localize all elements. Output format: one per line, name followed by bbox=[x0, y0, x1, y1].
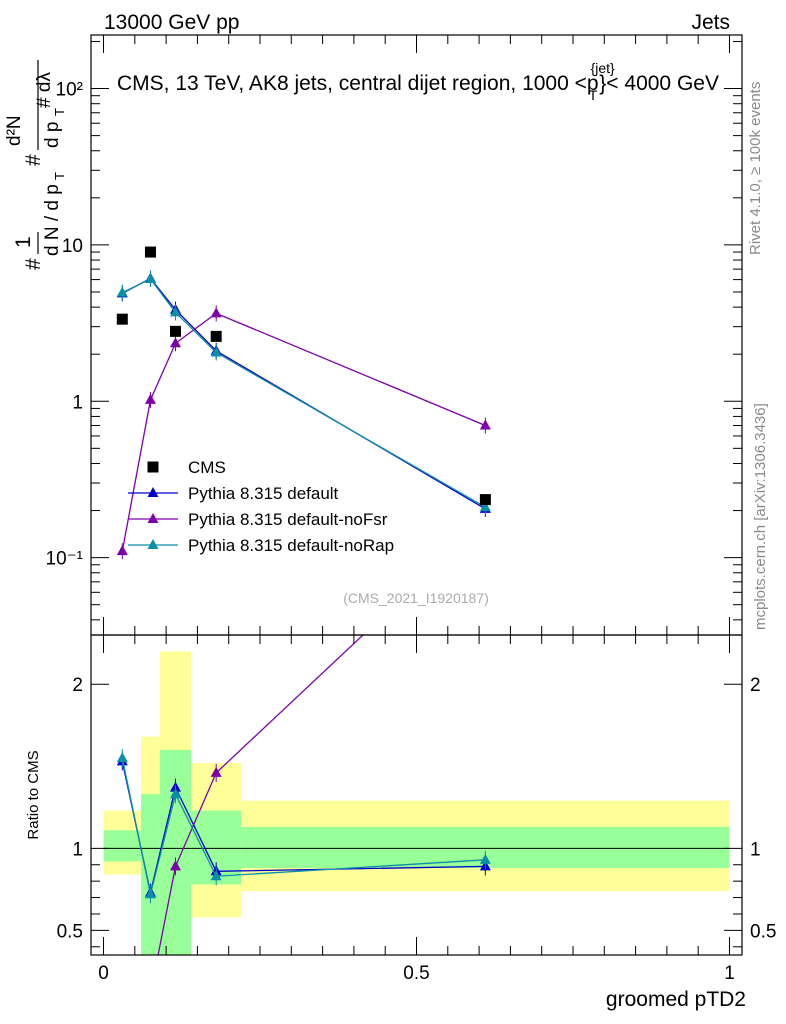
svg-text:d N / d p: d N / d p bbox=[42, 184, 63, 256]
ratio-y-tick-label-left: 1 bbox=[72, 839, 83, 860]
legend-label-norap: Pythia 8.315 default-noRap bbox=[188, 536, 394, 555]
marker-nofsr bbox=[144, 393, 156, 404]
marker-nofsr bbox=[210, 307, 222, 318]
x-tick-label: 0.5 bbox=[403, 963, 429, 984]
ratio-y-tick-label-right: 0.5 bbox=[750, 921, 776, 942]
svg-text:#: # bbox=[22, 154, 45, 166]
ratio-band-inner bbox=[103, 830, 142, 862]
marker-norap bbox=[116, 286, 128, 297]
ratio-marker-nofsr bbox=[117, 1001, 128, 1011]
ratio-marker-norap bbox=[479, 853, 491, 864]
svg-text:T: T bbox=[52, 172, 67, 180]
legend-marker-default bbox=[147, 487, 159, 497]
cms-data-point bbox=[479, 494, 491, 506]
marker-nofsr bbox=[170, 337, 182, 348]
legend-label-nofsr: Pythia 8.315 default-noFsr bbox=[188, 510, 388, 529]
ratio-ticks: 0.5 0.5 1 1 2 2 0 0.5 1 bbox=[57, 635, 776, 984]
svg-text:d²N: d²N bbox=[4, 115, 25, 146]
main-y-tick-label: 10² bbox=[56, 80, 83, 101]
header-right: Jets bbox=[691, 11, 730, 34]
main-ticks: 10⁻¹ 1 10 10² bbox=[46, 35, 742, 635]
ratio-marker-nofsr bbox=[170, 860, 182, 871]
ratio-band-inner bbox=[141, 794, 160, 955]
rivet-label: Rivet 4.1.0, ≥ 100k events bbox=[747, 82, 764, 255]
ratio-y-tick-label-left: 2 bbox=[72, 675, 83, 696]
x-tick-label: 1 bbox=[724, 963, 735, 984]
svg-text:# dλ: # dλ bbox=[34, 72, 55, 108]
ratio-y-axis-label: Ratio to CMS bbox=[25, 750, 42, 839]
cms-data-point bbox=[116, 313, 128, 325]
main-y-tick-label: 10⁻¹ bbox=[46, 549, 84, 570]
main-y-axis-label: # 1 d N / d p T # d²N d p T # dλ bbox=[4, 60, 67, 270]
ratio-marker-norap bbox=[116, 752, 128, 763]
mcplots-label: mcplots.cern.ch [arXiv:1306.3436] bbox=[752, 403, 769, 630]
marker-nofsr bbox=[479, 419, 491, 430]
ratio-y-tick-label-right: 1 bbox=[750, 839, 761, 860]
marker-norap bbox=[210, 346, 222, 357]
ratio-panel: 0.5 0.5 1 1 2 2 0 0.5 1 Ratio to CMS bbox=[25, 634, 776, 1011]
legend-label-default: Pythia 8.315 default bbox=[188, 484, 339, 503]
x-tick-label: 0 bbox=[98, 963, 109, 984]
svg-text:d p: d p bbox=[42, 122, 63, 148]
main-y-tick-label: 1 bbox=[72, 392, 83, 413]
marker-nofsr bbox=[116, 545, 128, 556]
cms-data-point bbox=[170, 325, 182, 337]
ratio-marker-norap bbox=[144, 888, 156, 899]
main-y-tick-label: 10 bbox=[62, 236, 83, 257]
svg-text:1: 1 bbox=[12, 236, 35, 248]
cms-data-point bbox=[210, 330, 222, 342]
legend: CMS Pythia 8.315 default Pythia 8.315 defa… bbox=[128, 458, 394, 555]
ratio-bands bbox=[103, 651, 730, 955]
cms-data-point bbox=[144, 246, 156, 258]
marker-norap bbox=[479, 501, 491, 512]
header-left: 13000 GeV pp bbox=[104, 11, 239, 34]
legend-marker-norap bbox=[147, 539, 159, 549]
ratio-marker-nofsr bbox=[210, 766, 222, 777]
x-axis-label: groomed pTD2 bbox=[606, 988, 746, 1011]
main-panel: 10⁻¹ 1 10 10² (CMS_2021_I1920187) CMS, 13 T… bbox=[46, 34, 743, 636]
legend-label-cms: CMS bbox=[188, 458, 226, 477]
ratio-marker-nofsr bbox=[145, 988, 156, 998]
ratio-series-clipped bbox=[116, 635, 491, 1011]
ratio-y-tick-label-left: 0.5 bbox=[57, 921, 83, 942]
legend-marker-nofsr bbox=[147, 513, 159, 523]
plot-title: CMS, 13 TeV, AK8 jets, central dijet reg… bbox=[117, 60, 719, 103]
ratio-series bbox=[116, 635, 491, 1011]
watermark: (CMS_2021_I1920187) bbox=[343, 590, 489, 606]
ratio-marker-norap bbox=[170, 788, 182, 799]
ratio-y-tick-label-right: 2 bbox=[750, 675, 761, 696]
svg-text:#: # bbox=[22, 258, 45, 270]
main-series bbox=[116, 246, 491, 560]
marker-norap bbox=[170, 306, 182, 317]
legend-marker-cms bbox=[147, 461, 159, 473]
svg-text:T: T bbox=[52, 108, 67, 116]
ratio-marker-norap bbox=[210, 870, 222, 881]
marker-norap bbox=[144, 273, 156, 284]
